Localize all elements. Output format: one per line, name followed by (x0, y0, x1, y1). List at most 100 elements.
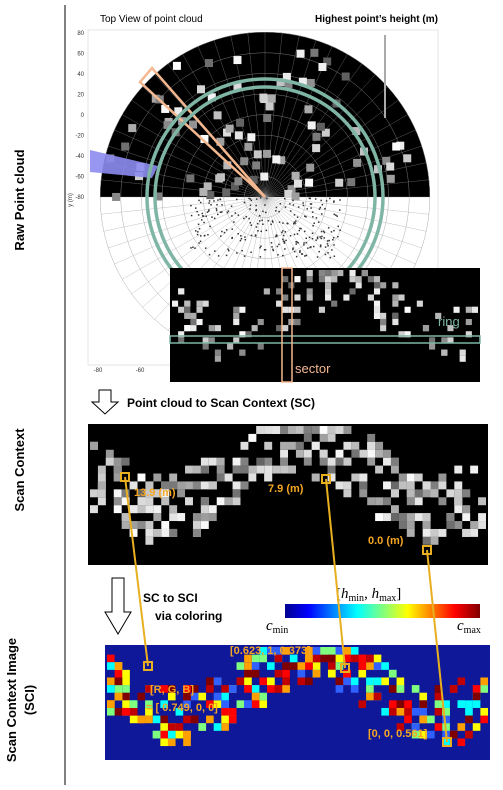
block (423, 481, 431, 489)
point (264, 204, 266, 206)
block (239, 350, 245, 356)
point (205, 215, 207, 217)
point (311, 203, 313, 205)
point (319, 208, 321, 210)
block (458, 738, 466, 746)
point (333, 244, 335, 246)
point (339, 209, 341, 211)
block (312, 426, 320, 434)
block (183, 731, 191, 739)
y-tick-label: -40 (75, 154, 84, 160)
point (266, 198, 268, 200)
block (375, 513, 383, 521)
block (229, 685, 237, 693)
block (383, 458, 391, 466)
block (168, 731, 176, 739)
block (233, 497, 241, 505)
block (160, 716, 168, 724)
point (294, 251, 296, 253)
block (398, 294, 404, 300)
block (294, 294, 300, 300)
point (213, 200, 215, 202)
block (196, 301, 202, 307)
block (460, 356, 466, 362)
block (264, 426, 272, 434)
block (153, 474, 161, 482)
block (380, 313, 386, 319)
block (185, 466, 193, 474)
block (237, 662, 245, 670)
block (438, 529, 446, 537)
block (313, 647, 321, 655)
block (256, 426, 264, 434)
side-label: (SCI) (22, 685, 37, 715)
block (473, 700, 481, 708)
block (252, 693, 260, 701)
block (280, 466, 288, 474)
block (465, 700, 473, 708)
block (349, 276, 355, 282)
point (233, 221, 235, 223)
point (198, 214, 200, 216)
block (214, 723, 222, 731)
block (374, 288, 380, 294)
subscript: min (349, 593, 365, 604)
block (215, 356, 221, 362)
block (351, 685, 359, 693)
block (160, 723, 168, 731)
cell (247, 133, 255, 141)
point (320, 207, 322, 209)
block (177, 513, 185, 521)
point (216, 208, 218, 210)
cell (403, 154, 411, 162)
block (138, 521, 146, 529)
block (259, 700, 267, 708)
block (480, 716, 488, 724)
block (343, 442, 351, 450)
block (331, 270, 337, 276)
block (233, 319, 239, 325)
point (295, 241, 297, 243)
block (304, 434, 312, 442)
block (407, 521, 415, 529)
block (107, 685, 115, 693)
block (296, 442, 304, 450)
point (270, 224, 272, 226)
block (98, 489, 106, 497)
block (221, 716, 229, 724)
cell (342, 73, 350, 81)
block (203, 343, 209, 349)
block (190, 313, 196, 319)
cell (233, 56, 241, 64)
block (122, 677, 130, 685)
point (243, 218, 245, 220)
cell (252, 161, 260, 169)
point (335, 214, 337, 216)
block (438, 474, 446, 482)
point (244, 236, 246, 238)
block (374, 307, 380, 313)
point (337, 236, 339, 238)
separator: , (364, 586, 372, 602)
point (323, 231, 325, 233)
side-label: Scan Context Image (4, 638, 19, 762)
block (172, 301, 178, 307)
point (325, 246, 327, 248)
block (290, 662, 298, 670)
cell (347, 178, 355, 186)
block (374, 655, 382, 663)
point (297, 242, 299, 244)
block (380, 282, 386, 288)
block (122, 521, 130, 529)
ring-label: ring (438, 314, 460, 329)
y-tick-label: 60 (77, 52, 84, 58)
block (256, 466, 264, 474)
block (294, 319, 300, 325)
block (107, 662, 115, 670)
cell (215, 174, 223, 182)
cell (263, 150, 271, 158)
block (276, 301, 282, 307)
block (307, 294, 313, 300)
point (326, 200, 328, 202)
block (351, 474, 359, 482)
